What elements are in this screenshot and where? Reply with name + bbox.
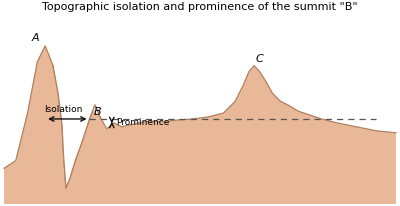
Polygon shape [53, 66, 100, 188]
Polygon shape [4, 46, 396, 206]
Title: Topographic isolation and prominence of the summit "B": Topographic isolation and prominence of … [42, 2, 358, 12]
Text: B: B [93, 107, 101, 117]
Text: Isolation: Isolation [44, 105, 83, 114]
Text: A: A [32, 33, 39, 43]
Text: C: C [256, 54, 264, 64]
Text: Prominence: Prominence [116, 118, 169, 127]
